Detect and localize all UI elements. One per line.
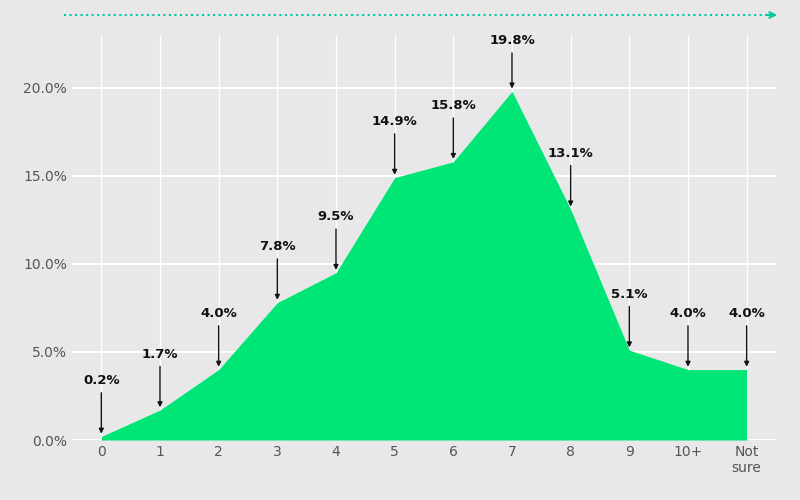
Text: 15.8%: 15.8% [430, 100, 476, 158]
Text: 13.1%: 13.1% [548, 147, 594, 205]
Text: 4.0%: 4.0% [728, 308, 765, 365]
Text: 7.8%: 7.8% [259, 240, 296, 298]
Text: 4.0%: 4.0% [200, 308, 237, 365]
Text: 19.8%: 19.8% [489, 34, 535, 87]
Text: 9.5%: 9.5% [318, 210, 354, 268]
Text: 0.2%: 0.2% [83, 374, 120, 432]
Text: 1.7%: 1.7% [142, 348, 178, 406]
Text: 4.0%: 4.0% [670, 308, 706, 365]
Text: 14.9%: 14.9% [372, 116, 418, 173]
Text: 5.1%: 5.1% [611, 288, 647, 346]
